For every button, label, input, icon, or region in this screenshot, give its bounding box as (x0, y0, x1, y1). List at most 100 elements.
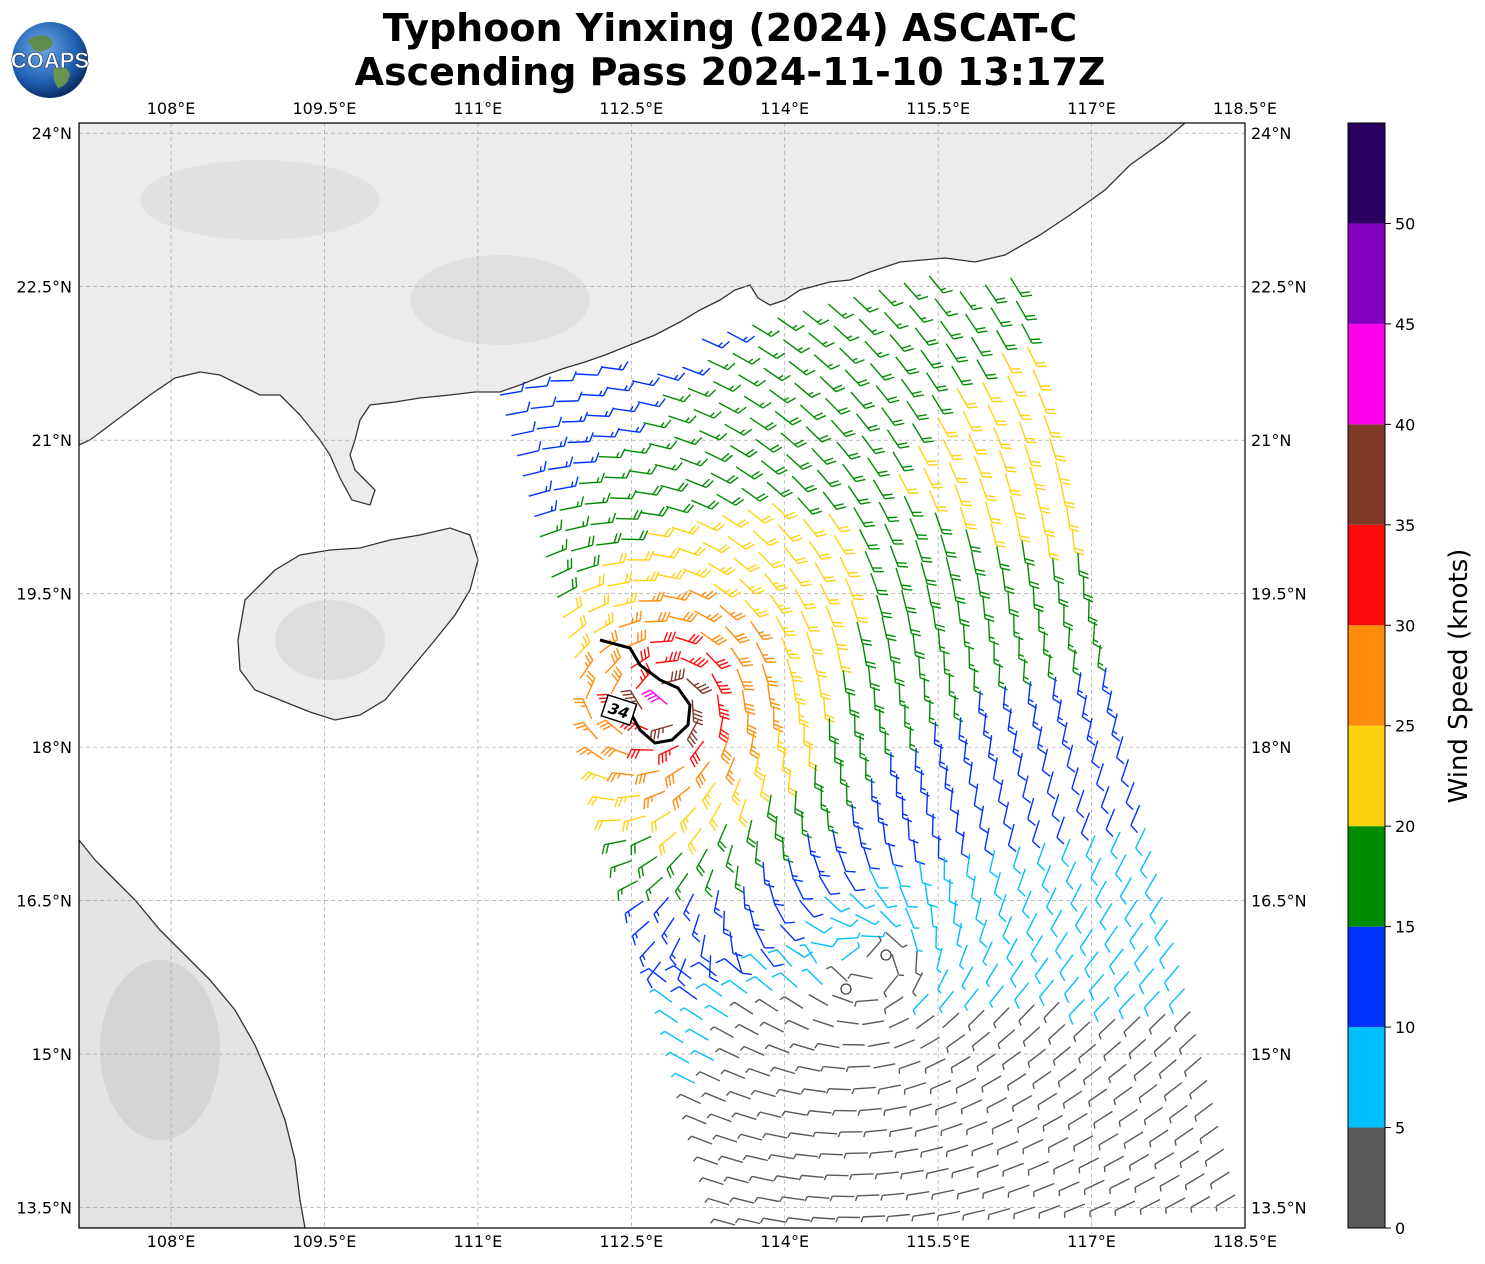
wind-barb (912, 633, 926, 660)
wind-barb (1026, 912, 1038, 941)
wind-barb (539, 519, 563, 538)
wind-barb (1108, 1063, 1127, 1084)
wind-barb (1002, 916, 1013, 945)
wind-barb (881, 407, 905, 427)
wind-barb (903, 1082, 927, 1095)
wind-barb (970, 551, 986, 577)
wind-barb (726, 331, 755, 343)
wind-barb (1032, 703, 1042, 732)
wind-barb (641, 689, 668, 705)
wind-barb (1021, 323, 1043, 344)
wind-barb (1115, 854, 1127, 883)
wind-barb (1103, 1155, 1125, 1173)
wind-barb (934, 512, 953, 535)
wind-barb (970, 875, 981, 904)
wind-barb (1129, 922, 1144, 950)
wind-barb (800, 1088, 826, 1094)
wind-barb (631, 377, 660, 387)
wind-barb (565, 515, 590, 532)
wind-barb (942, 439, 963, 461)
wind-barb (630, 835, 652, 856)
wind-barb (720, 979, 748, 994)
wind-barb (903, 282, 929, 301)
wind-barb (1113, 970, 1130, 998)
wind-barb (928, 275, 953, 294)
wind-barb (759, 1217, 786, 1224)
wind-barb (967, 433, 988, 455)
wind-barb (1098, 1133, 1119, 1151)
map-frame (78, 122, 1246, 1229)
wind-barb (685, 478, 714, 489)
wind-barb (826, 965, 848, 983)
lon-tick-label-bottom: 115.5°E (906, 1232, 970, 1251)
wind-barb (958, 944, 968, 970)
wind-barb (700, 934, 710, 963)
wind-barb (1070, 883, 1082, 912)
wind-barb (1076, 789, 1085, 819)
wind-barb (923, 467, 944, 489)
wind-barb (585, 670, 596, 699)
wind-barb (582, 574, 605, 593)
wind-barb (1130, 804, 1141, 834)
wind-barb (643, 790, 666, 810)
wind-barb (886, 429, 910, 449)
wind-barb (712, 1134, 738, 1143)
wind-barb (830, 917, 859, 928)
wind-barb (769, 389, 797, 404)
wind-barb (1018, 636, 1029, 664)
wind-barb (808, 743, 819, 772)
wind-barb (579, 472, 606, 485)
wind-barb (716, 493, 745, 506)
wind-barb (864, 551, 884, 573)
lon-tick-label-top: 118.5°E (1213, 99, 1277, 118)
wind-barb (709, 803, 722, 831)
wind-radius-label-box: 34 (600, 693, 638, 727)
wind-barb (1133, 1061, 1152, 1082)
wind-barb (1110, 831, 1121, 860)
wind-barb (894, 1148, 919, 1159)
wind-barb (704, 1197, 730, 1206)
wind-barb (828, 718, 839, 745)
wind-barb (579, 651, 594, 679)
wind-barb (990, 307, 1013, 328)
wind-barb (672, 786, 691, 811)
wind-barb (935, 1101, 957, 1116)
lat-tick-label-left: 18°N (32, 738, 72, 757)
wind-barb (1014, 982, 1030, 1009)
wind-barb (758, 551, 784, 569)
wind-barb (584, 492, 611, 505)
wind-barb (979, 478, 997, 502)
wind-barb (946, 1034, 966, 1053)
wind-barb (623, 444, 652, 454)
wind-barb (883, 975, 899, 998)
wind-barb (609, 859, 633, 878)
wind-barb (1158, 1059, 1177, 1080)
wind-barb (612, 402, 640, 413)
wind-barb (962, 1209, 986, 1221)
lat-tick-label-right: 15°N (1251, 1045, 1291, 1064)
wind-barb (1007, 823, 1017, 853)
wind-barb (835, 932, 861, 940)
wind-barb (812, 854, 831, 877)
wind-barb (679, 457, 709, 467)
wind-barb (839, 347, 865, 365)
wind-barb (708, 955, 719, 983)
terrain-shade (275, 600, 385, 680)
wind-barb (937, 969, 949, 994)
wind-barb (965, 853, 976, 882)
wind-barb (670, 1072, 696, 1084)
wind-barb (727, 536, 755, 550)
wind-barb (937, 835, 948, 863)
wind-barb (984, 827, 994, 856)
lat-tick-label-right: 16.5°N (1251, 892, 1307, 911)
wind-barb (750, 621, 773, 641)
wind-barb (954, 484, 973, 507)
wind-barb (808, 540, 832, 560)
wind-barb (792, 1153, 818, 1160)
wind-barb (1083, 1179, 1105, 1196)
wind-barb (1080, 812, 1091, 841)
wind-barb (785, 945, 814, 958)
wind-barb (644, 611, 671, 623)
wind-barb (1047, 1136, 1069, 1154)
wind-barb (948, 673, 959, 700)
